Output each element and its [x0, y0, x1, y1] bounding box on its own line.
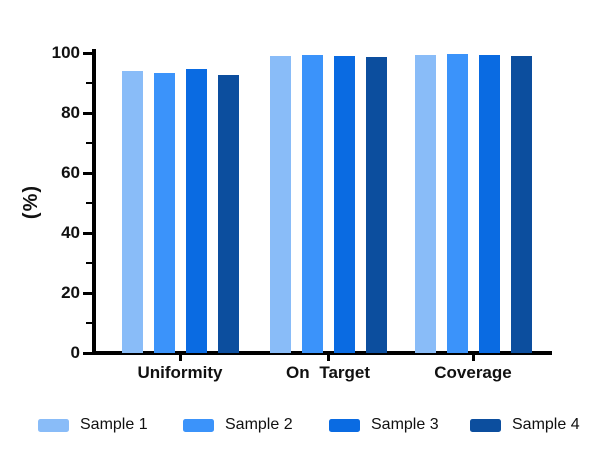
- y-tick-label: 60: [61, 163, 80, 182]
- legend-label-sample-4: Sample 4: [512, 416, 580, 433]
- bar-sample-4-coverage: [510, 55, 532, 353]
- y-minor-tick: [86, 141, 92, 145]
- legend-swatch-sample-4: [470, 419, 501, 432]
- x-axis-line: [92, 351, 552, 355]
- y-major-tick: [83, 291, 92, 295]
- legend-label-sample-2: Sample 2: [225, 416, 293, 433]
- y-tick-label: 0: [70, 343, 80, 362]
- legend-label-sample-3: Sample 3: [371, 416, 439, 433]
- y-major-tick: [83, 231, 92, 235]
- bar-sample-2-coverage: [446, 54, 468, 353]
- category-label-coverage: Coverage: [434, 363, 512, 382]
- bar-sample-3-coverage: [478, 55, 500, 353]
- bar-sample-1-on-target: [269, 56, 291, 353]
- legend-swatch-sample-3: [329, 419, 360, 432]
- y-tick-label: 100: [51, 43, 80, 62]
- y-minor-tick: [86, 261, 92, 265]
- bar-sample-1-uniformity: [121, 71, 143, 353]
- legend-swatch-sample-2: [183, 419, 214, 432]
- y-tick-label: 20: [61, 283, 80, 302]
- bar-sample-1-coverage: [414, 55, 436, 353]
- x-group-tick: [471, 355, 475, 361]
- y-minor-tick: [86, 201, 92, 205]
- y-tick-label: 80: [61, 103, 80, 122]
- bar-sample-3-uniformity: [185, 68, 207, 353]
- y-major-tick: [83, 51, 92, 55]
- legend-label-sample-1: Sample 1: [80, 416, 148, 433]
- category-label-uniformity: Uniformity: [137, 363, 223, 382]
- y-minor-tick: [86, 321, 92, 325]
- y-major-tick: [83, 111, 92, 115]
- bar-sample-2-on-target: [301, 55, 323, 353]
- y-minor-tick: [86, 81, 92, 85]
- bar-sample-3-on-target: [333, 56, 355, 353]
- y-major-tick: [83, 171, 92, 175]
- legend-swatch-sample-1: [38, 419, 69, 432]
- category-label-on-target: On Target: [285, 363, 371, 382]
- bar-sample-2-uniformity: [153, 72, 175, 353]
- x-group-tick: [178, 355, 182, 361]
- y-major-tick: [83, 351, 92, 355]
- bar-sample-4-on-target: [365, 56, 387, 353]
- bar-sample-4-uniformity: [217, 74, 239, 353]
- x-group-tick: [326, 355, 330, 361]
- y-tick-label: 40: [61, 223, 80, 242]
- y-axis-line: [92, 49, 96, 355]
